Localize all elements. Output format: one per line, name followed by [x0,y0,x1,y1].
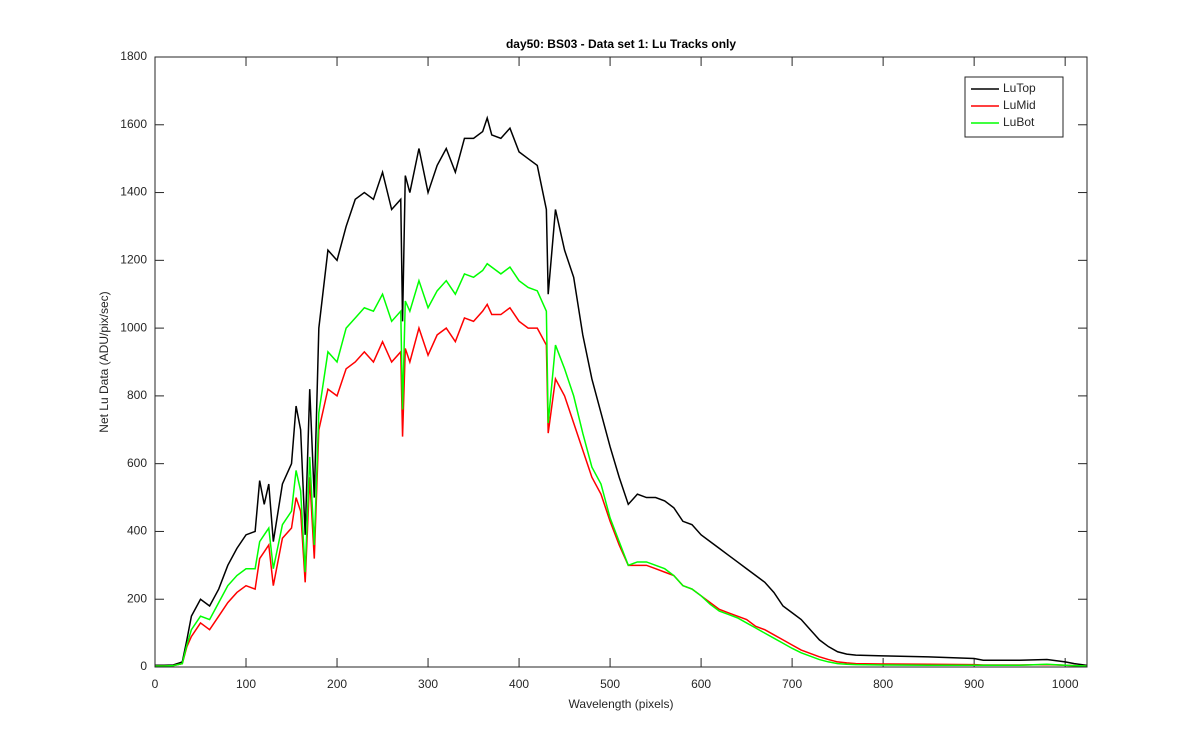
y-tick-label: 400 [127,524,147,538]
y-tick-label: 0 [140,659,147,673]
y-axis-label: Net Lu Data (ADU/pix/sec) [97,291,111,432]
legend-label: LuMid [1003,98,1036,112]
x-tick-label: 400 [509,677,529,691]
legend-label: LuTop [1003,81,1036,95]
x-tick-label: 500 [600,677,620,691]
legend-label: LuBot [1003,115,1035,129]
x-tick-label: 0 [152,677,159,691]
y-tick-label: 1600 [120,117,147,131]
x-axis-label: Wavelength (pixels) [569,697,674,711]
data-line [155,302,1088,667]
y-tick-label: 200 [127,591,147,605]
plot-frame [154,56,1088,668]
y-tick-label: 1800 [120,49,147,63]
y-tick-label: 800 [127,388,147,402]
data-line [155,115,1088,667]
data-line [155,262,1088,667]
y-tick-label: 1000 [120,320,147,334]
legend: LuTop LuMid LuBot [964,76,1064,138]
x-tick-label: 900 [964,677,984,691]
chart-title: day50: BS03 - Data set 1: Lu Tracks only [506,37,736,51]
x-tick-label: 700 [782,677,802,691]
x-tick-label: 200 [327,677,347,691]
x-tick-label: 300 [418,677,438,691]
y-tick-label: 1200 [120,253,147,267]
x-tick-label: 100 [236,677,256,691]
x-tick-label: 1000 [1052,677,1079,691]
y-tick-label: 1400 [120,185,147,199]
x-tick-label: 800 [873,677,893,691]
x-tick-label: 600 [691,677,711,691]
legend-box [964,76,1064,138]
y-tick-label: 600 [127,456,147,470]
